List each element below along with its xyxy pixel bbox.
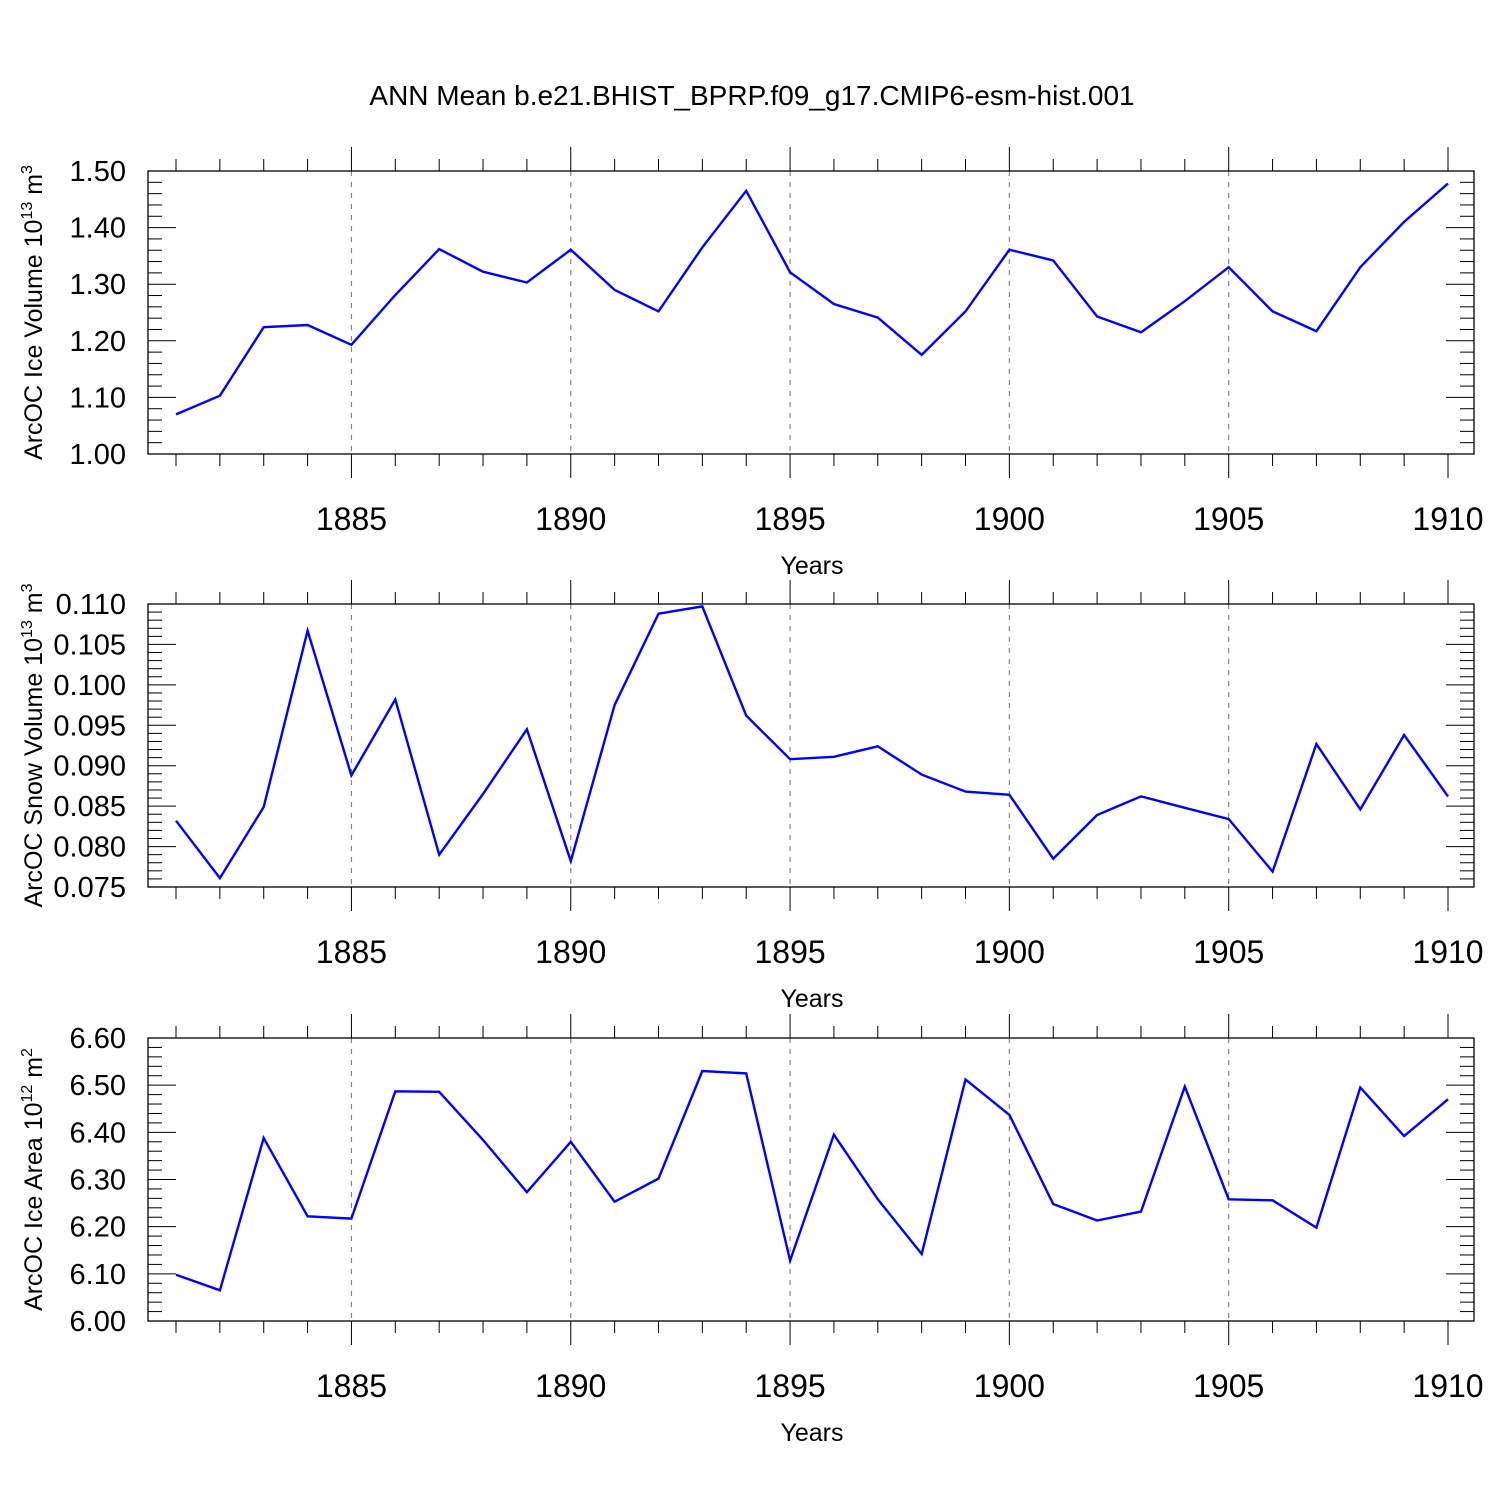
y-tick-label: 0.095 — [53, 710, 126, 742]
series-line — [175, 182, 1449, 416]
y-tick-label: 1.40 — [70, 213, 126, 245]
x-tick-label: 1890 — [535, 934, 606, 970]
y-tick-label: 6.60 — [70, 1023, 126, 1055]
y-tick-label: 0.090 — [53, 751, 126, 783]
chart-title: ANN Mean b.e21.BHIST_BPRP.f09_g17.CMIP6-… — [369, 80, 1134, 111]
series-line — [175, 1069, 1449, 1292]
x-tick-label: 1905 — [1193, 934, 1264, 970]
x-tick-label: 1895 — [754, 501, 825, 537]
x-axis-label: Years — [780, 552, 843, 580]
y-tick-label: 6.20 — [70, 1212, 126, 1244]
x-tick-label: 1910 — [1412, 1368, 1483, 1404]
x-tick-label: 1885 — [316, 934, 387, 970]
x-tick-label: 1900 — [974, 934, 1045, 970]
y-tick-label: 6.10 — [70, 1259, 126, 1291]
x-tick-label: 1885 — [316, 1368, 387, 1404]
x-tick-label: 1895 — [754, 1368, 825, 1404]
plot-frame — [147, 170, 1475, 455]
y-tick-label: 0.100 — [53, 670, 126, 702]
y-axis-label: ArcOC Snow Volume 1013 m3 — [19, 583, 48, 907]
y-tick-label: 0.110 — [56, 589, 126, 621]
x-tick-label: 1885 — [316, 501, 387, 537]
panel-2: 0.075 0.080 0.085 0.090 0.095 0.100 0.105 0.110… — [19, 580, 1484, 1013]
y-tick-label: 1.50 — [70, 156, 126, 188]
y-tick-label: 1.10 — [70, 382, 126, 414]
y-tick-label: 6.30 — [70, 1165, 126, 1197]
x-axis-label: Years — [780, 1419, 843, 1447]
y-tick-label: 1.30 — [70, 269, 126, 301]
y-tick-label: 0.080 — [53, 832, 126, 864]
x-tick-label: 1895 — [754, 934, 825, 970]
series-line — [175, 605, 1449, 881]
y-tick-label: 1.20 — [70, 326, 126, 358]
y-tick-label: 6.00 — [70, 1306, 126, 1338]
y-tick-label: 0.105 — [53, 629, 126, 661]
x-tick-label: 1900 — [974, 1368, 1045, 1404]
y-tick-label: 0.075 — [53, 872, 126, 904]
panel-1: 1.00 1.10 1.20 1.30 1.40 1.50 1885 1890 1895 1900… — [19, 147, 1484, 580]
y-tick-label: 6.40 — [70, 1117, 126, 1149]
y-axis-label: ArcOC Ice Area 1012 m2 — [19, 1048, 48, 1311]
plot-frame — [147, 603, 1475, 888]
y-tick-label: 1.00 — [70, 439, 126, 471]
x-tick-label: 1900 — [974, 501, 1045, 537]
x-tick-label: 1910 — [1412, 501, 1483, 537]
panel-3: 6.00 6.10 6.20 6.30 6.40 6.50 6.60 1885 1890 1895… — [19, 1014, 1484, 1447]
x-tick-label: 1890 — [535, 501, 606, 537]
plot-frame — [147, 1037, 1475, 1322]
y-tick-label: 6.50 — [70, 1070, 126, 1102]
x-axis-label: Years — [780, 985, 843, 1013]
x-tick-label: 1890 — [535, 1368, 606, 1404]
y-tick-label: 0.085 — [53, 791, 126, 823]
y-axis-label: ArcOC Ice Volume 1013 m3 — [19, 165, 48, 460]
x-tick-label: 1905 — [1193, 501, 1264, 537]
x-tick-label: 1910 — [1412, 934, 1483, 970]
x-tick-label: 1905 — [1193, 1368, 1264, 1404]
